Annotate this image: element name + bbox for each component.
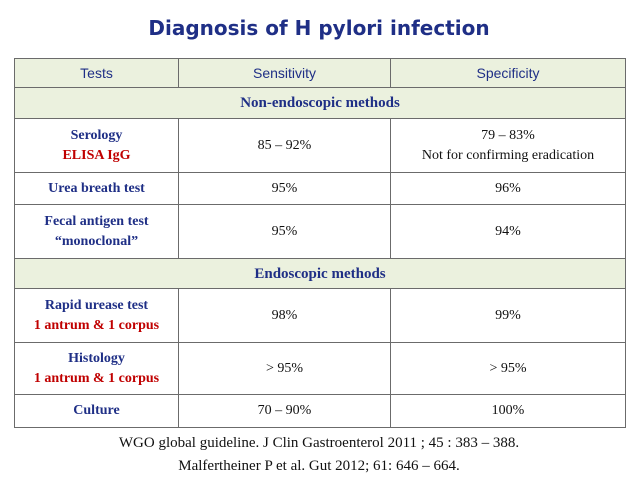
- test-row: Rapid urease test 1 antrum & 1 corpus 98% 9…: [14, 288, 626, 343]
- test-name: Culture: [73, 403, 120, 418]
- section-row: Non-endoscopic methods: [14, 87, 626, 119]
- test-note: 1 antrum & 1 corpus: [33, 370, 160, 386]
- specificity: 100%: [491, 403, 525, 418]
- test-name-cell: Urea breath test: [14, 172, 179, 205]
- reference: WGO global guideline. J Clin Gastroenter…: [118, 435, 520, 451]
- specificity-cell: 99%: [390, 288, 626, 343]
- test-row: Culture 70 – 90% 100%: [14, 394, 626, 428]
- test-name: Fecal antigen test: [44, 213, 149, 229]
- sensitivity: 70 – 90%: [178, 394, 391, 428]
- section-title: Non-endoscopic methods: [14, 87, 626, 119]
- specificity-cell: 94%: [390, 204, 626, 259]
- specificity-cell: > 95%: [390, 342, 626, 395]
- section-title: Endoscopic methods: [14, 258, 626, 289]
- test-row: Histology 1 antrum & 1 corpus > 95% > 95%: [14, 342, 626, 395]
- test-note: 1 antrum & 1 corpus: [33, 317, 160, 333]
- references: WGO global guideline. J Clin Gastroenter…: [0, 432, 638, 478]
- header-row: Tests Sensitivity Specificity: [14, 58, 626, 88]
- test-name-cell: Fecal antigen test “monoclonal”: [14, 204, 179, 259]
- specificity: 79 – 83%: [481, 127, 535, 143]
- column-header: Sensitivity: [178, 58, 391, 88]
- test-name-cell: Histology 1 antrum & 1 corpus: [14, 342, 179, 395]
- column-header: Tests: [14, 58, 179, 88]
- slide-title: Diagnosis of H pylori infection: [148, 16, 490, 40]
- specificity: 94%: [495, 223, 521, 239]
- test-name: Urea breath test: [48, 180, 145, 196]
- test-note: ELISA IgG: [62, 147, 131, 163]
- test-name: Histology: [68, 350, 125, 366]
- specificity: Not for confirming eradication: [421, 147, 595, 163]
- sensitivity: 95%: [178, 204, 391, 259]
- specificity-cell: 100%: [390, 394, 626, 428]
- test-name: “monoclonal”: [54, 233, 139, 249]
- test-row: Urea breath test 95% 96%: [14, 172, 626, 205]
- test-row: Fecal antigen test “monoclonal” 95% 94%: [14, 204, 626, 259]
- test-row: Serology ELISA IgG 85 – 92% 79 – 83% Not for…: [14, 118, 626, 173]
- sensitivity: 95%: [178, 172, 391, 205]
- test-name-cell: Rapid urease test 1 antrum & 1 corpus: [14, 288, 179, 343]
- specificity-cell: 96%: [390, 172, 626, 205]
- specificity: > 95%: [489, 360, 527, 376]
- diagnosis-table: Tests Sensitivity Specificity Non-endoscop…: [14, 58, 626, 428]
- specificity-cell: 79 – 83% Not for confirming eradication: [390, 118, 626, 173]
- column-header: Specificity: [390, 58, 626, 88]
- reference: Malfertheiner P et al. Gut 2012; 61: 646…: [178, 458, 460, 474]
- sensitivity: > 95%: [178, 342, 391, 395]
- test-name: Rapid urease test: [44, 297, 149, 313]
- specificity: 99%: [495, 307, 521, 323]
- test-name: Serology: [70, 127, 123, 143]
- specificity: 96%: [495, 180, 521, 196]
- test-name-cell: Serology ELISA IgG: [14, 118, 179, 173]
- test-name-cell: Culture: [14, 394, 179, 428]
- section-row: Endoscopic methods: [14, 258, 626, 289]
- sensitivity: 98%: [178, 288, 391, 343]
- sensitivity: 85 – 92%: [178, 118, 391, 173]
